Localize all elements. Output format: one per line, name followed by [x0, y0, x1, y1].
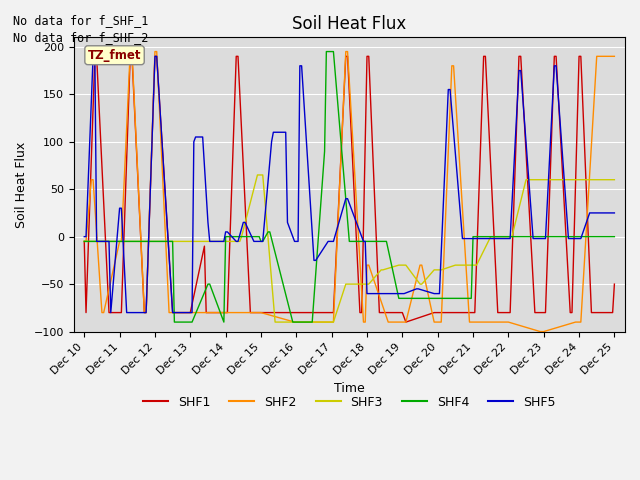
SHF1	[575, 53, 583, 59]
SHF5	[550, 63, 558, 69]
SHF1	[541, 310, 549, 315]
SHF3	[522, 177, 530, 182]
SHF2	[185, 310, 193, 315]
Title: Soil Heat Flux: Soil Heat Flux	[292, 15, 406, 33]
SHF1	[91, 53, 99, 59]
SHF1	[515, 53, 523, 59]
SHF4	[81, 239, 88, 244]
SHF1	[81, 239, 88, 244]
SHF3	[81, 239, 88, 244]
SHF5	[611, 210, 618, 216]
SHF5	[436, 291, 444, 297]
SHF1	[118, 310, 125, 315]
SHF3	[575, 177, 583, 182]
SHF3	[543, 177, 551, 182]
Legend: SHF1, SHF2, SHF3, SHF4, SHF5: SHF1, SHF2, SHF3, SHF4, SHF5	[138, 391, 561, 414]
SHF4	[321, 148, 328, 154]
SHF5	[107, 310, 115, 315]
SHF3	[536, 177, 544, 182]
SHF4	[363, 239, 371, 244]
SHF4	[188, 319, 196, 325]
SHF1	[531, 310, 539, 315]
SHF2	[611, 53, 618, 59]
SHF5	[415, 286, 422, 292]
SHF4	[237, 234, 245, 240]
SHF2	[536, 329, 544, 335]
SHF2	[395, 319, 403, 325]
SHF5	[81, 234, 88, 240]
Text: No data for f_SHF_2: No data for f_SHF_2	[13, 31, 148, 44]
SHF1	[533, 310, 541, 315]
SHF5	[378, 291, 385, 297]
X-axis label: Time: Time	[334, 382, 365, 395]
SHF4	[611, 234, 618, 240]
Line: SHF1: SHF1	[84, 56, 614, 322]
SHF2	[141, 310, 148, 315]
SHF3	[186, 239, 194, 244]
Line: SHF3: SHF3	[84, 175, 614, 322]
SHF2	[330, 319, 337, 325]
Line: SHF2: SHF2	[84, 51, 614, 332]
Line: SHF4: SHF4	[84, 51, 614, 322]
SHF2	[126, 48, 134, 54]
SHF5	[89, 53, 97, 59]
SHF1	[402, 319, 410, 325]
Text: No data for f_SHF_1: No data for f_SHF_1	[13, 14, 148, 27]
Y-axis label: Soil Heat Flux: Soil Heat Flux	[15, 141, 28, 228]
SHF5	[93, 239, 100, 244]
SHF4	[323, 48, 330, 54]
SHF1	[611, 281, 618, 287]
Line: SHF5: SHF5	[84, 56, 614, 312]
SHF4	[170, 319, 178, 325]
SHF4	[536, 234, 544, 240]
SHF3	[538, 177, 546, 182]
SHF5	[379, 291, 387, 297]
SHF2	[81, 239, 88, 244]
Text: TZ_fmet: TZ_fmet	[88, 49, 141, 62]
SHF3	[611, 177, 618, 182]
SHF4	[264, 229, 272, 235]
SHF3	[271, 319, 279, 325]
SHF2	[223, 310, 231, 315]
SHF2	[572, 319, 579, 325]
SHF3	[253, 172, 261, 178]
